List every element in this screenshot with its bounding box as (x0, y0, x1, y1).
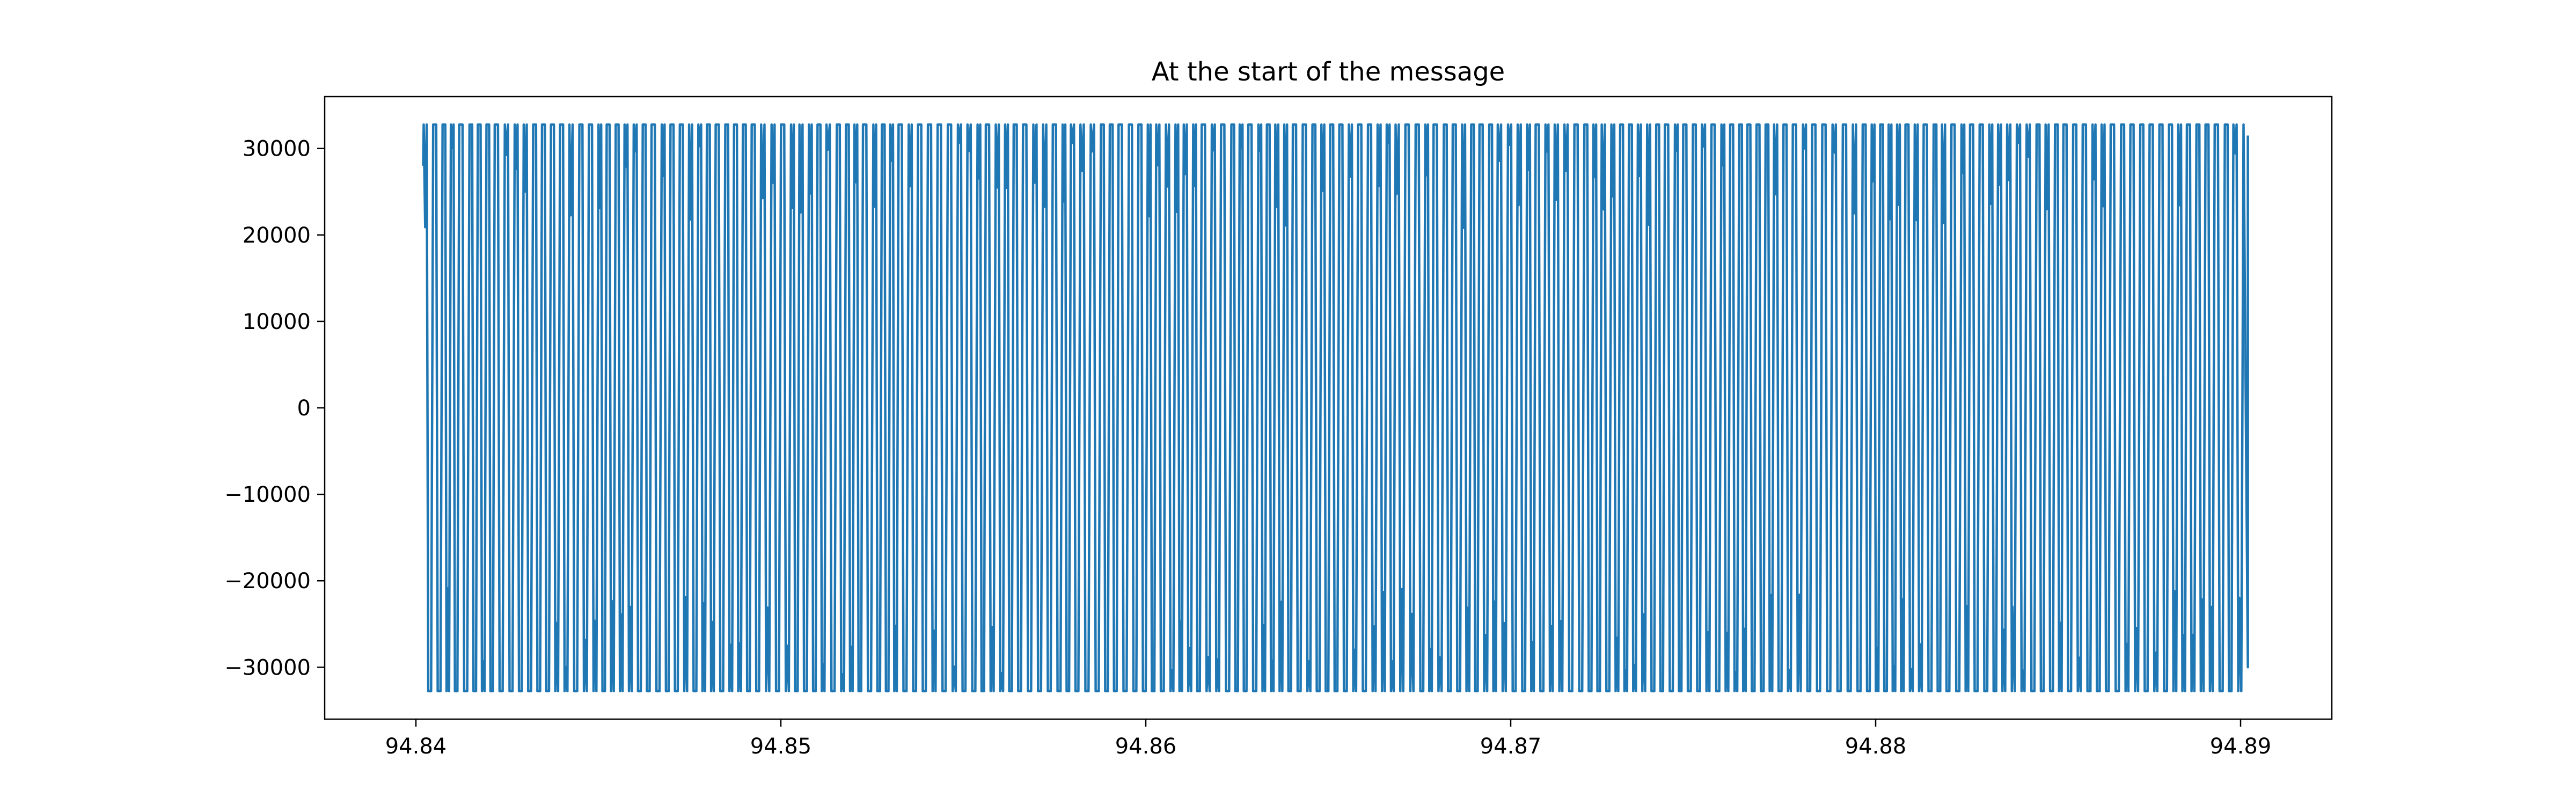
y-tick-label: −10000 (224, 482, 311, 507)
chart-title: At the start of the message (1152, 57, 1505, 87)
x-tick-label: 94.85 (750, 734, 812, 759)
x-axis: 94.84 94.85 94.86 94.87 94.88 94.89 (385, 719, 2272, 759)
x-tick-label: 94.88 (1845, 734, 1907, 759)
y-tick-label: −20000 (224, 569, 311, 594)
axes-frame (324, 96, 2333, 720)
x-tick-label: 94.87 (1480, 734, 1542, 759)
y-axis: 30000 20000 10000 0 −10000 −20000 −30000 (224, 137, 325, 680)
y-tick-label: 0 (297, 396, 311, 421)
plot-area (422, 123, 2249, 693)
y-tick-label: 20000 (243, 223, 311, 248)
signal-line (422, 123, 2249, 693)
x-tick-label: 94.89 (2210, 734, 2272, 759)
y-tick-label: 30000 (243, 137, 311, 162)
y-tick-label: −30000 (224, 655, 311, 680)
x-tick-label: 94.84 (385, 734, 447, 759)
x-tick-label: 94.86 (1115, 734, 1177, 759)
y-tick-label: 10000 (243, 310, 311, 334)
